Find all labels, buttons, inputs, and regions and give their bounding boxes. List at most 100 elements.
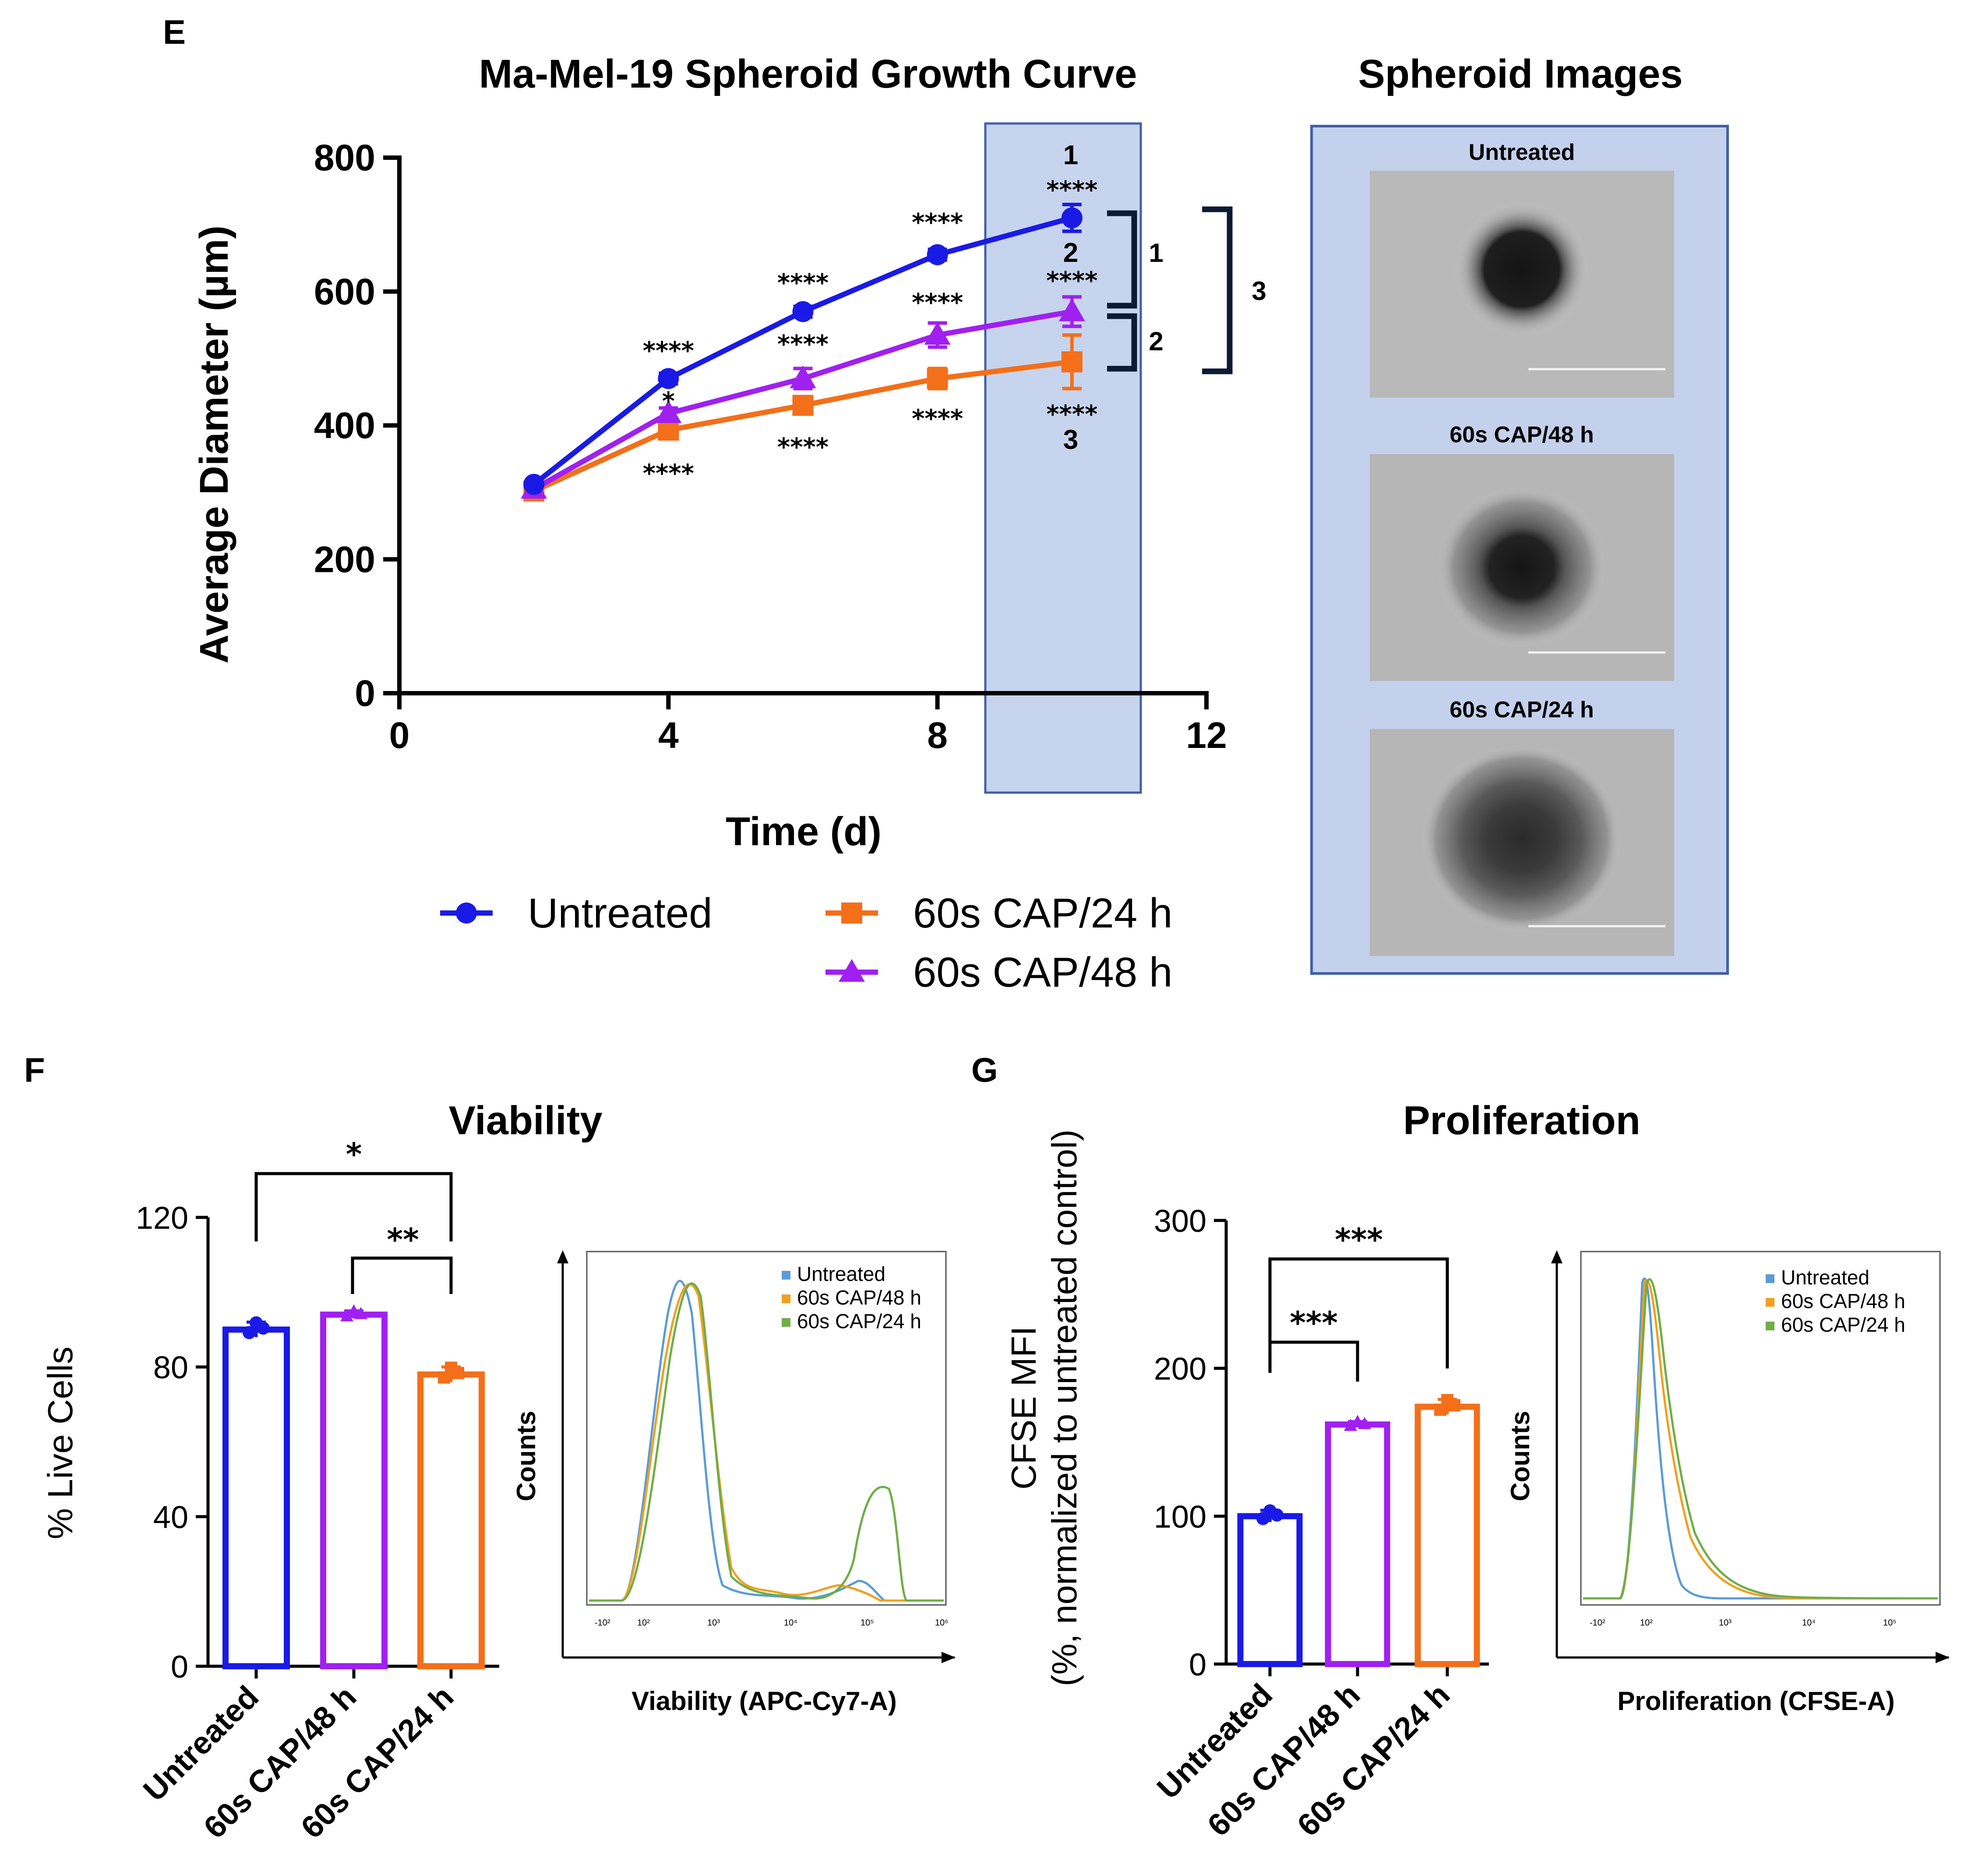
proliferation-flow-ticks: -10² 10² 10³ 10⁴ 10⁵ xyxy=(1590,1618,1897,1628)
flow-tick: 10⁴ xyxy=(784,1618,797,1628)
proliferation-sig-bracket-inner xyxy=(1268,1340,1359,1382)
flow-tick: 10⁵ xyxy=(1883,1618,1897,1628)
flow-tick: 10² xyxy=(1640,1618,1653,1628)
significance-marker: * xyxy=(662,387,675,416)
significance-marker: **** xyxy=(643,337,694,365)
data-point xyxy=(655,400,682,423)
flow-tick: -10² xyxy=(1590,1618,1605,1628)
x-tick-label: 12 xyxy=(1186,715,1227,756)
y-tick-label: 0 xyxy=(1189,1647,1206,1682)
data-point xyxy=(927,368,948,389)
flow-tick: 10³ xyxy=(1719,1618,1732,1628)
bar xyxy=(320,1312,388,1669)
significance-marker: **** xyxy=(912,208,963,237)
replicate-point xyxy=(452,1367,464,1379)
highlight-label-2: 2 xyxy=(1063,238,1078,268)
flow-tick: -10² xyxy=(595,1618,610,1628)
data-point xyxy=(792,395,814,416)
highlight-label-1: 1 xyxy=(1063,140,1078,170)
x-tick-label: 0 xyxy=(389,715,410,756)
flow-legend-cap24: 60s CAP/24 h xyxy=(797,1310,921,1333)
x-tick-label: 4 xyxy=(658,715,679,756)
panel-f-viability: F Viability % Live Cells 0 40 80 120 Untreat… xyxy=(24,1051,956,1845)
flow-legend-untreated: Untreated xyxy=(1781,1266,1869,1289)
bracket-2 xyxy=(1107,313,1137,372)
flow-tick: 10⁶ xyxy=(935,1618,948,1628)
significance-marker: **** xyxy=(777,433,829,462)
spheroid-label-cap48: 60s CAP/48 h xyxy=(1450,422,1594,448)
replicate-point xyxy=(243,1326,256,1340)
bracket-1 xyxy=(1107,210,1137,309)
y-tick-label: 0 xyxy=(355,673,375,714)
y-tick-label: 40 xyxy=(153,1500,188,1535)
flow-legend-cap48: 60s CAP/48 h xyxy=(1781,1290,1905,1312)
y-tick-label: 800 xyxy=(314,137,375,178)
viability-flow-ticks: -10² 10² 10³ 10⁴ 10⁵ 10⁶ xyxy=(595,1618,948,1628)
y-tick-label: 100 xyxy=(1154,1499,1206,1534)
panel-letter-f: F xyxy=(24,1051,45,1089)
spheroid-image-untreated xyxy=(1370,171,1674,398)
viability-title: Viability xyxy=(448,1098,602,1143)
data-point xyxy=(927,244,948,265)
data-point xyxy=(1061,351,1083,373)
growth-chart-title: Ma-Mel-19 Spheroid Growth Curve xyxy=(479,52,1137,96)
bracket-label-2: 2 xyxy=(1149,327,1163,356)
y-tick-label: 80 xyxy=(153,1351,188,1386)
viability-flow-legend: Untreated 60s CAP/48 h 60s CAP/24 h xyxy=(782,1262,921,1333)
proliferation-sig-bracket-outer xyxy=(1268,1257,1449,1373)
x-category-label: 60s CAP/24 h xyxy=(1291,1677,1457,1843)
y-tick-label: 300 xyxy=(1154,1204,1206,1239)
proliferation-flow-x-label: Proliferation (CFSE-A) xyxy=(1617,1686,1894,1716)
significance-marker: **** xyxy=(912,405,963,433)
significance-marker: **** xyxy=(912,289,963,317)
legend-marker-cap24 xyxy=(841,903,862,924)
spheroid-image-cap48 xyxy=(1370,454,1674,681)
significance-marker: **** xyxy=(643,459,694,488)
y-tick-label: 0 xyxy=(171,1650,188,1685)
data-point xyxy=(1061,207,1083,229)
spheroid-label-untreated: Untreated xyxy=(1469,140,1575,165)
replicate-point xyxy=(347,1304,360,1317)
viability-y-label: % Live Cells xyxy=(41,1347,80,1539)
series-untreated xyxy=(523,203,1083,495)
bracket-3 xyxy=(1202,206,1233,374)
spheroid-label-cap24: 60s CAP/24 h xyxy=(1450,697,1594,723)
proliferation-sig-outer: *** xyxy=(1335,1222,1383,1258)
legend-label-cap24: 60s CAP/24 h xyxy=(913,890,1172,937)
bracket-label-1: 1 xyxy=(1149,238,1163,268)
growth-chart-series xyxy=(521,203,1085,502)
growth-chart-significance: ****************************************… xyxy=(643,176,1098,488)
bar xyxy=(222,1326,290,1669)
proliferation-flow-curves xyxy=(1583,1277,1938,1600)
viability-flow-y-label: Counts xyxy=(511,1411,541,1502)
panel-letter-g: G xyxy=(971,1051,998,1089)
data-point xyxy=(792,301,814,322)
spheroid-images-title: Spheroid Images xyxy=(1358,52,1682,96)
viability-sig-inner: ** xyxy=(387,1222,419,1258)
panel-spheroid-images: Spheroid Images Untreated 60s CAP/48 h 6… xyxy=(1310,52,1729,975)
bar xyxy=(417,1371,485,1669)
flow-curve-cap24 xyxy=(1583,1278,1938,1600)
flow-tick: 10³ xyxy=(707,1618,720,1628)
panel-g-proliferation: G Proliferation CFSE MFI (%, normalized … xyxy=(971,1051,1950,1843)
proliferation-sig-inner: *** xyxy=(1290,1305,1338,1341)
spheroid-image-cap24 xyxy=(1370,729,1674,956)
replicate-point xyxy=(1448,1399,1460,1412)
flow-tick: 10⁴ xyxy=(1802,1618,1816,1628)
y-tick-label: 200 xyxy=(314,539,375,580)
replicate-point xyxy=(1270,1508,1284,1522)
proliferation-flow-histogram: Untreated 60s CAP/48 h 60s CAP/24 h -10²… xyxy=(1506,1250,1950,1716)
y-tick-label: 120 xyxy=(136,1201,188,1236)
significance-marker: **** xyxy=(1046,267,1097,295)
proliferation-title: Proliferation xyxy=(1403,1098,1640,1143)
replicate-point xyxy=(340,1309,353,1322)
y-tick-label: 200 xyxy=(1154,1352,1206,1387)
viability-sig-outer: * xyxy=(346,1136,362,1172)
legend-marker-cap48 xyxy=(839,959,865,982)
viability-flow-frame xyxy=(586,1251,947,1606)
data-point xyxy=(523,474,545,495)
proliferation-y-label-line1: CFSE MFI xyxy=(1004,1326,1043,1489)
